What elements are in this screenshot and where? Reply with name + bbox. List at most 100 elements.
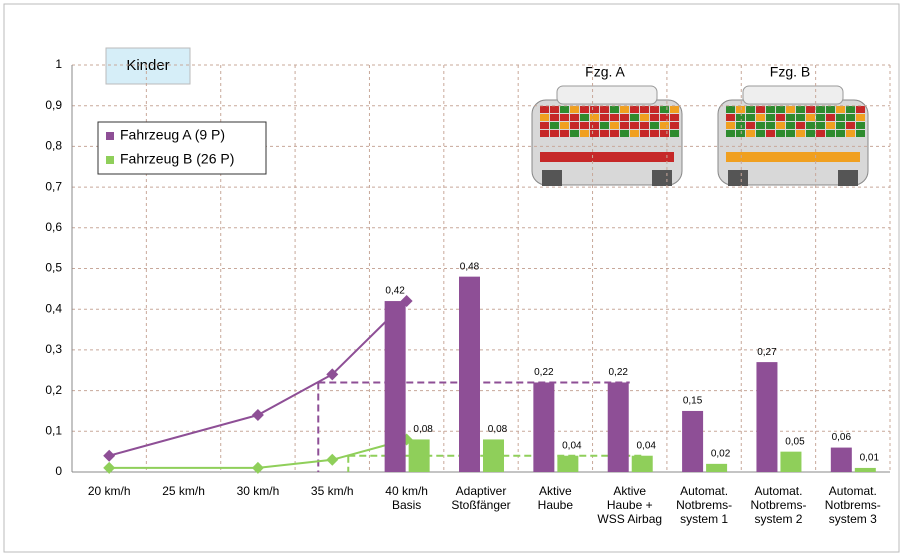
x-tick-label: Notbrems- bbox=[750, 498, 806, 512]
car-cell bbox=[736, 122, 745, 129]
car-cell bbox=[776, 130, 785, 137]
bar bbox=[607, 382, 629, 472]
x-tick-label: Basis bbox=[392, 498, 421, 512]
car-cell bbox=[550, 130, 559, 137]
car-cell bbox=[746, 114, 755, 121]
x-tick-label: Automat. bbox=[754, 484, 802, 498]
car-cell bbox=[550, 106, 559, 113]
value-label: 0,22 bbox=[534, 367, 554, 378]
car-cell bbox=[600, 106, 609, 113]
car-cell bbox=[610, 106, 619, 113]
line-marker bbox=[251, 409, 264, 422]
car-cell bbox=[846, 114, 855, 121]
x-tick-label: Aktive bbox=[613, 484, 646, 498]
line-marker bbox=[103, 449, 116, 462]
car-cell bbox=[796, 122, 805, 129]
car-cell bbox=[620, 122, 629, 129]
car-cell bbox=[580, 106, 589, 113]
x-tick-label: Adaptiver bbox=[456, 484, 507, 498]
x-tick-label: Stoßfänger bbox=[451, 498, 510, 512]
car-cell bbox=[670, 114, 679, 121]
car-cell bbox=[660, 106, 669, 113]
x-tick-label: Haube + bbox=[607, 498, 653, 512]
car-cell bbox=[560, 122, 569, 129]
car-bumper bbox=[726, 152, 860, 162]
value-label: 0,48 bbox=[460, 261, 480, 272]
car-cell bbox=[786, 122, 795, 129]
car-cell bbox=[756, 114, 765, 121]
car-cell bbox=[806, 130, 815, 137]
x-tick-label: Notbrems- bbox=[676, 498, 732, 512]
car-window bbox=[742, 85, 844, 105]
car-cell bbox=[670, 106, 679, 113]
car-cell bbox=[650, 106, 659, 113]
y-tick-label: 0,5 bbox=[45, 261, 62, 275]
car-cell bbox=[806, 106, 815, 113]
car-cell bbox=[570, 122, 579, 129]
car-cell bbox=[630, 122, 639, 129]
car-cell bbox=[856, 130, 865, 137]
bar bbox=[459, 276, 480, 472]
car-cell bbox=[600, 130, 609, 137]
car-wheel bbox=[542, 170, 562, 186]
car-cell bbox=[756, 106, 765, 113]
car-cell bbox=[856, 106, 865, 113]
value-label: 0,05 bbox=[785, 436, 805, 447]
car-cell bbox=[620, 130, 629, 137]
value-label: 0,15 bbox=[683, 396, 703, 407]
legend-label: Fahrzeug A (9 P) bbox=[120, 127, 225, 143]
value-label: 0,27 bbox=[757, 347, 777, 358]
value-label: 0,04 bbox=[562, 440, 582, 451]
car-cell bbox=[726, 130, 735, 137]
y-tick-label: 0,3 bbox=[45, 342, 62, 356]
value-label: 0,02 bbox=[711, 449, 731, 460]
car-cell bbox=[610, 122, 619, 129]
y-tick-label: 0 bbox=[55, 464, 62, 478]
car-cell bbox=[600, 122, 609, 129]
car-cell bbox=[766, 122, 775, 129]
y-tick-label: 0,2 bbox=[45, 383, 62, 397]
car-cell bbox=[796, 114, 805, 121]
car-cell bbox=[650, 130, 659, 137]
car-cell bbox=[570, 106, 579, 113]
car-cell bbox=[640, 130, 649, 137]
car-cell bbox=[836, 122, 845, 129]
car-cell bbox=[570, 130, 579, 137]
car-cell bbox=[570, 114, 579, 121]
car-cell bbox=[590, 130, 599, 137]
car-cell bbox=[650, 122, 659, 129]
legend-swatch bbox=[106, 156, 114, 164]
car-cell bbox=[816, 122, 825, 129]
y-tick-label: 0,8 bbox=[45, 139, 62, 153]
car-wheel bbox=[838, 170, 858, 186]
car-cell bbox=[796, 106, 805, 113]
car-cell bbox=[826, 114, 835, 121]
car-cell bbox=[786, 106, 795, 113]
x-tick-label: Notbrems- bbox=[825, 498, 881, 512]
line bbox=[109, 438, 407, 469]
car-cell bbox=[766, 106, 775, 113]
car-cell bbox=[620, 106, 629, 113]
line-marker bbox=[326, 453, 339, 466]
bar bbox=[533, 382, 555, 472]
y-tick-label: 0,4 bbox=[45, 301, 62, 315]
car-window bbox=[556, 85, 658, 105]
x-tick-label: 35 km/h bbox=[311, 484, 354, 498]
car-cell bbox=[856, 114, 865, 121]
car-cell bbox=[560, 106, 569, 113]
car-cell bbox=[550, 114, 559, 121]
car-cell bbox=[580, 114, 589, 121]
car-bumper bbox=[540, 152, 674, 162]
car-cell bbox=[756, 122, 765, 129]
x-tick-label: 30 km/h bbox=[237, 484, 280, 498]
car-cell bbox=[630, 114, 639, 121]
y-tick-label: 0,9 bbox=[45, 98, 62, 112]
car-cell bbox=[736, 130, 745, 137]
car-cell bbox=[540, 130, 549, 137]
car-cell bbox=[746, 106, 755, 113]
bar bbox=[408, 439, 430, 472]
car-cell bbox=[786, 130, 795, 137]
car-cell bbox=[560, 114, 569, 121]
car-cell bbox=[660, 122, 669, 129]
